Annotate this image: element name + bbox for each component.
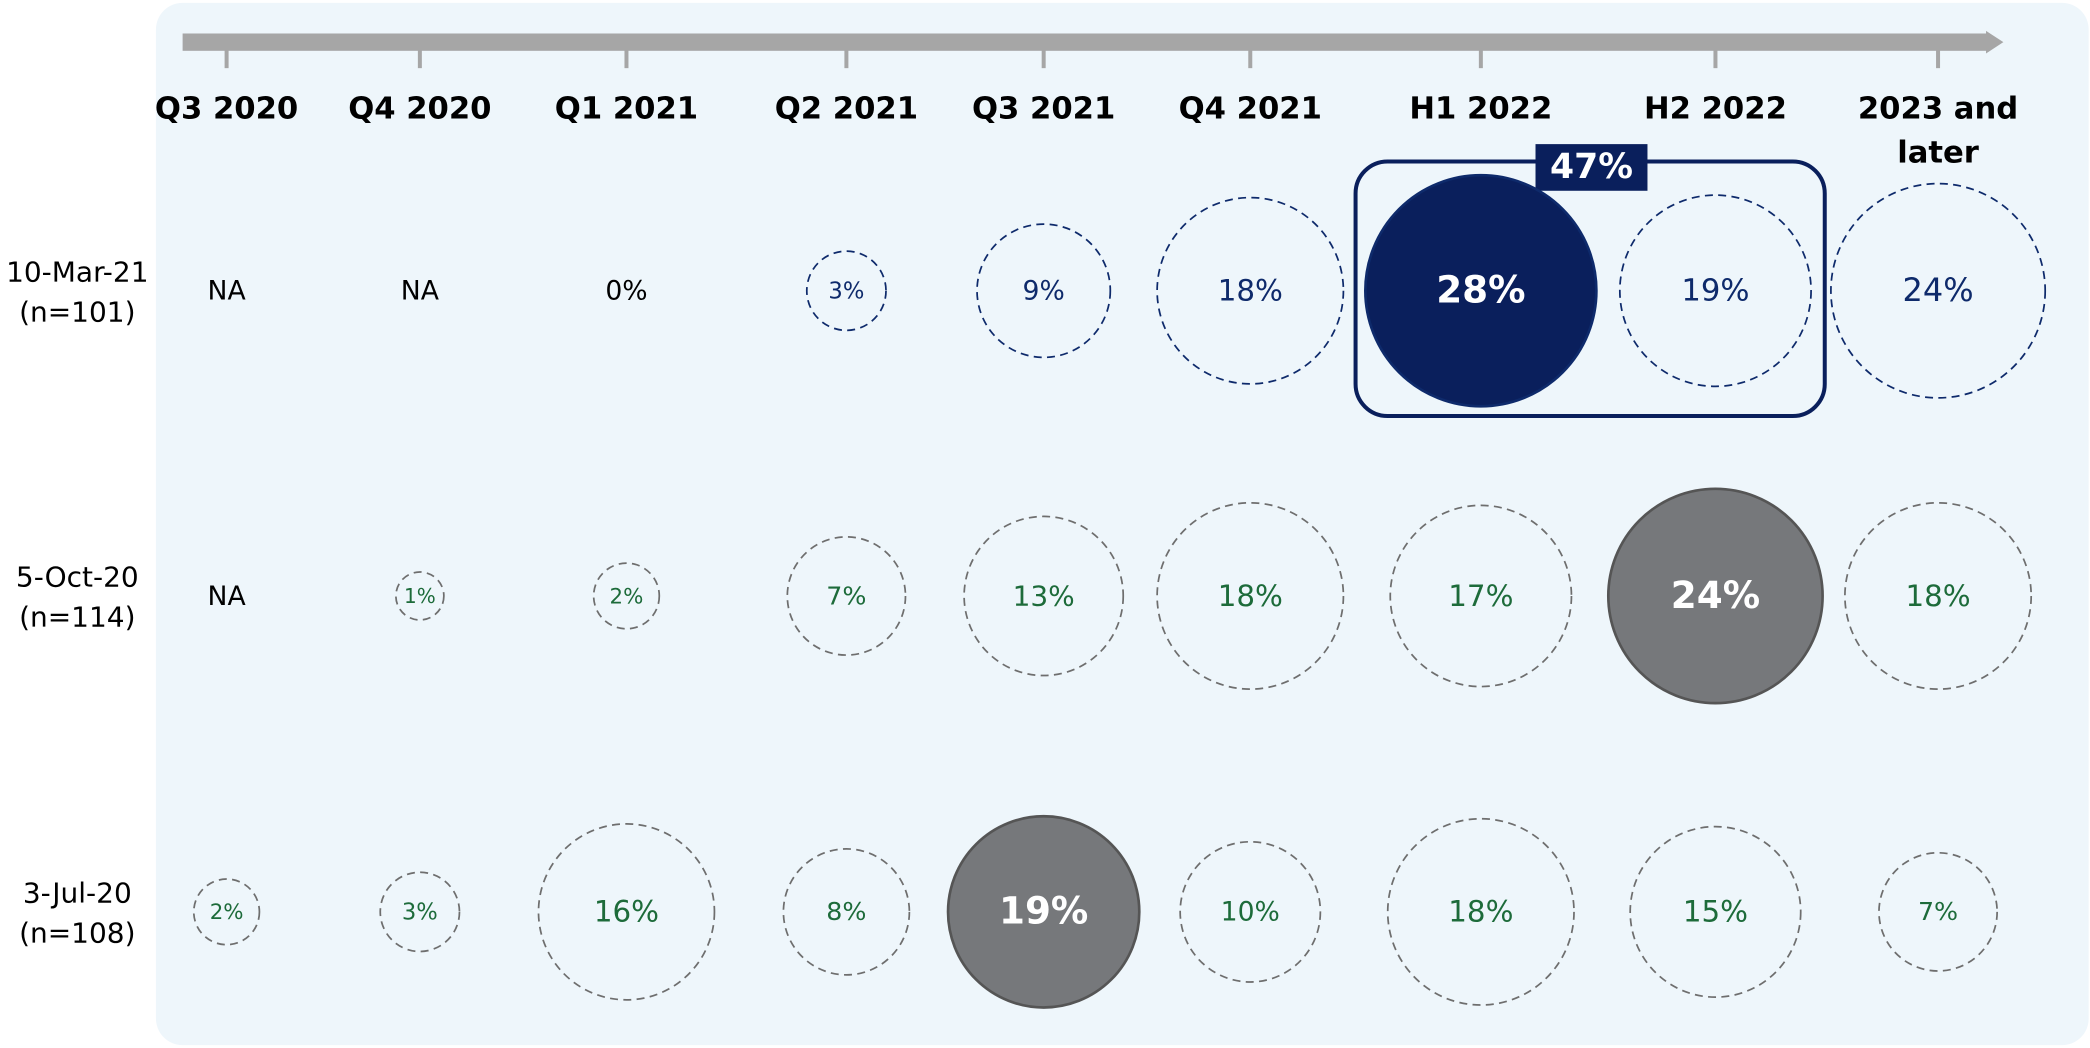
bubble	[976, 223, 1112, 359]
bubble	[1629, 825, 1802, 999]
value-label: 9%	[1023, 276, 1065, 307]
column-header: Q4 2021	[1179, 91, 1322, 126]
bubble	[192, 878, 261, 946]
value-label: 7%	[826, 580, 866, 610]
value-label: 17%	[1448, 579, 1513, 613]
annotation-label: 47%	[1550, 147, 1633, 187]
bubble	[592, 562, 661, 630]
timeline	[182, 33, 1989, 51]
bubble	[1386, 817, 1575, 1006]
value-label: NA	[208, 581, 246, 612]
value-label: 19%	[1681, 274, 1749, 309]
value-label: NA	[208, 276, 246, 307]
value-label: 3%	[402, 900, 438, 926]
column-header: Q4 2020	[348, 91, 491, 126]
bubble	[1389, 504, 1573, 688]
row-label: 5-Oct-20 (n=114)	[16, 561, 139, 634]
bubble	[395, 571, 445, 621]
value-label: NA	[401, 276, 439, 307]
column-header: H1 2022	[1409, 91, 1552, 126]
bubble	[963, 515, 1125, 677]
annotation-label-bg	[1535, 144, 1648, 191]
bubble-highlight	[946, 814, 1141, 1009]
value-label: 3%	[828, 279, 864, 305]
bubble	[537, 823, 716, 1001]
bubble	[782, 848, 911, 976]
value-label: 0%	[605, 276, 647, 307]
value-label: 24%	[1671, 573, 1760, 617]
bubble-highlight	[1606, 487, 1824, 705]
column-header: Q2 2021	[775, 91, 918, 126]
value-label: 18%	[1905, 579, 1970, 613]
value-label: 19%	[999, 889, 1088, 933]
bubble	[1179, 840, 1322, 983]
panel	[155, 2, 2089, 1046]
value-label: 8%	[826, 896, 866, 926]
column-header: Q3 2020	[155, 91, 298, 126]
value-label: 1%	[404, 584, 436, 608]
bubble	[786, 536, 907, 656]
value-label: 15%	[1683, 895, 1748, 929]
value-label: 13%	[1013, 579, 1075, 612]
timeline-arrow	[1986, 30, 2004, 54]
value-label: 28%	[1436, 268, 1525, 312]
column-header: Q3 2021	[972, 91, 1115, 126]
column-header: Q1 2021	[555, 91, 698, 126]
bubble	[1156, 501, 1345, 690]
bubble	[379, 871, 461, 953]
value-label: 2%	[610, 584, 644, 609]
value-label: 10%	[1221, 897, 1280, 928]
value-label: 7%	[1918, 896, 1958, 926]
column-header: H2 2022	[1644, 91, 1787, 126]
row-label: 3-Jul-20 (n=108)	[19, 877, 135, 950]
bubble	[1618, 194, 1812, 388]
bubble	[1878, 851, 1999, 972]
value-label: 2%	[210, 900, 244, 925]
value-label: 18%	[1218, 579, 1283, 613]
value-label: 18%	[1218, 274, 1283, 308]
row-label: 10-Mar-21 (n=101)	[6, 255, 148, 328]
column-header: 2023 and later	[1858, 91, 2018, 170]
value-label: 16%	[594, 895, 659, 929]
value-label: 18%	[1448, 895, 1513, 929]
bubble	[1830, 182, 2047, 399]
bubble-highlight	[1364, 173, 1598, 408]
bubble	[1844, 501, 2033, 690]
value-label: 24%	[1903, 271, 1974, 309]
